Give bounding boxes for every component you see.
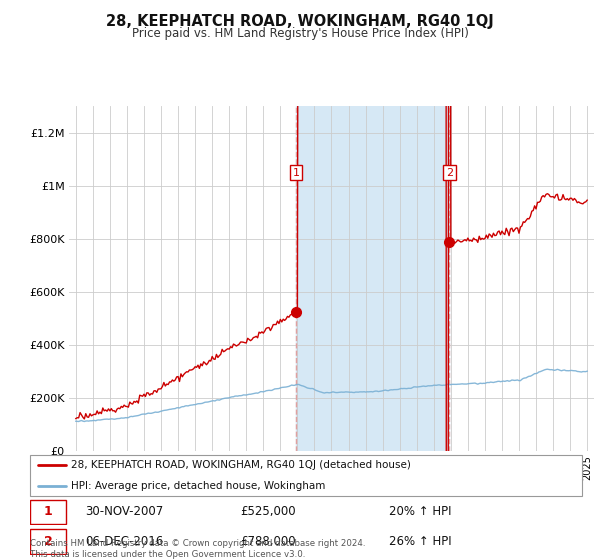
Text: 1: 1	[44, 505, 52, 519]
FancyBboxPatch shape	[30, 529, 66, 554]
Text: £525,000: £525,000	[240, 505, 295, 519]
Text: 26% ↑ HPI: 26% ↑ HPI	[389, 535, 451, 548]
Bar	[296, 106, 449, 451]
Text: 2: 2	[446, 167, 453, 178]
Text: 28, KEEPHATCH ROAD, WOKINGHAM, RG40 1QJ (detached house): 28, KEEPHATCH ROAD, WOKINGHAM, RG40 1QJ …	[71, 460, 411, 470]
Text: £788,000: £788,000	[240, 535, 295, 548]
Text: 28, KEEPHATCH ROAD, WOKINGHAM, RG40 1QJ: 28, KEEPHATCH ROAD, WOKINGHAM, RG40 1QJ	[106, 14, 494, 29]
Text: Price paid vs. HM Land Registry's House Price Index (HPI): Price paid vs. HM Land Registry's House …	[131, 27, 469, 40]
Text: 2: 2	[44, 535, 52, 548]
Text: 1: 1	[293, 167, 299, 178]
Text: 06-DEC-2016: 06-DEC-2016	[85, 535, 163, 548]
Text: 30-NOV-2007: 30-NOV-2007	[85, 505, 163, 519]
Text: 20% ↑ HPI: 20% ↑ HPI	[389, 505, 451, 519]
FancyBboxPatch shape	[30, 455, 582, 496]
Text: Contains HM Land Registry data © Crown copyright and database right 2024.
This d: Contains HM Land Registry data © Crown c…	[30, 539, 365, 559]
Text: HPI: Average price, detached house, Wokingham: HPI: Average price, detached house, Woki…	[71, 480, 326, 491]
FancyBboxPatch shape	[30, 500, 66, 524]
